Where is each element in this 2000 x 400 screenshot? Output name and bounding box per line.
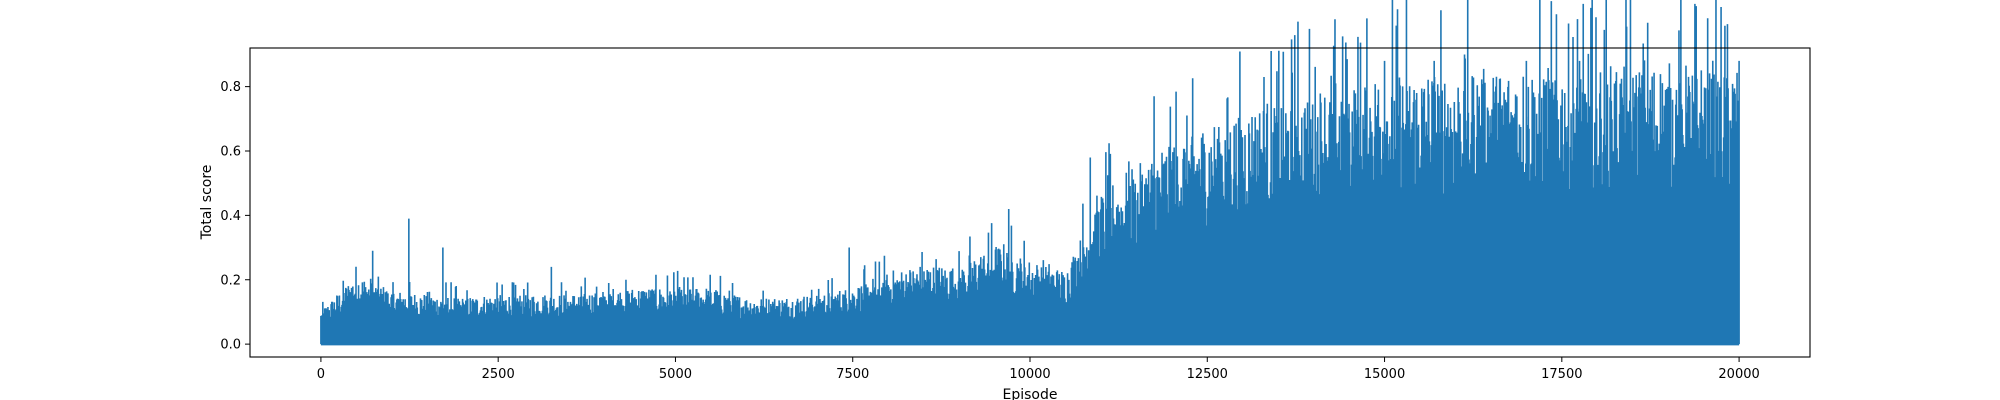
- plot-area: [249, 0, 1811, 358]
- series-line: [320, 0, 1740, 345]
- x-tick-label: 12500: [1187, 367, 1228, 382]
- x-tick-label: 2500: [482, 367, 515, 382]
- y-axis-label: Total score: [199, 165, 215, 241]
- y-tick-label: 0.6: [220, 145, 241, 160]
- y-tick-label: 0.4: [220, 209, 241, 224]
- x-tick-label: 5000: [659, 367, 692, 382]
- x-tick-label: 10000: [1009, 367, 1050, 382]
- x-axis-label: Episode: [1003, 387, 1058, 400]
- x-axis-ticks: 0 2500 5000 7500 10000 12500 15000 17500 20000: [317, 357, 1760, 382]
- x-tick-label: 0: [317, 367, 325, 382]
- series-layer: [320, 0, 1740, 346]
- y-tick-label: 0.8: [220, 80, 241, 95]
- x-tick-label: 7500: [836, 367, 869, 382]
- x-tick-label: 17500: [1541, 367, 1582, 382]
- y-tick-label: 0.2: [220, 273, 241, 288]
- y-tick-label: 0.0: [220, 338, 241, 353]
- x-tick-label: 20000: [1718, 367, 1759, 382]
- y-axis-ticks: 0.0 0.2 0.4 0.6 0.8: [220, 80, 250, 353]
- x-tick-label: 15000: [1364, 367, 1405, 382]
